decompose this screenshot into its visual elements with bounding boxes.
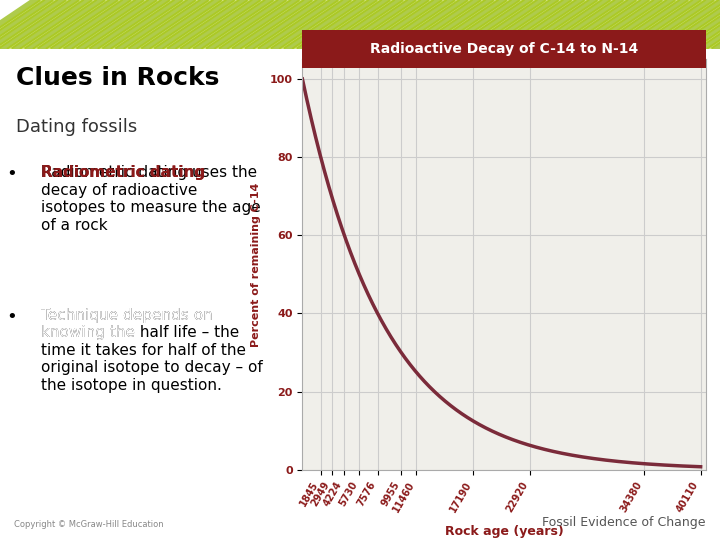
- Text: Technique depends on
knowing the half life – the
time it takes for half of the
o: Technique depends on knowing the half li…: [41, 308, 263, 393]
- Text: Copyright © McGraw-Hill Education: Copyright © McGraw-Hill Education: [14, 520, 164, 529]
- Text: Radiometric dating uses the
decay of radioactive
isotopes to measure the age
of : Radiometric dating uses the decay of rad…: [41, 165, 261, 233]
- X-axis label: Rock age (years): Rock age (years): [445, 525, 563, 538]
- Text: Technique depends on
knowing the: Technique depends on knowing the: [41, 308, 213, 340]
- Text: Radiometric dating: Radiometric dating: [41, 165, 205, 180]
- Text: Radiometric dating: Radiometric dating: [41, 165, 205, 180]
- Text: Fossil Evidence of Change: Fossil Evidence of Change: [542, 516, 706, 529]
- Text: •: •: [6, 165, 17, 184]
- Text: •: •: [6, 308, 17, 326]
- Y-axis label: Percent of remaining C-14: Percent of remaining C-14: [251, 183, 261, 347]
- Text: Dating fossils: Dating fossils: [16, 118, 137, 136]
- Text: Clues in Rocks: Clues in Rocks: [16, 66, 219, 90]
- FancyBboxPatch shape: [302, 30, 706, 68]
- Text: Radioactive Decay of C-14 to N-14: Radioactive Decay of C-14 to N-14: [370, 42, 638, 56]
